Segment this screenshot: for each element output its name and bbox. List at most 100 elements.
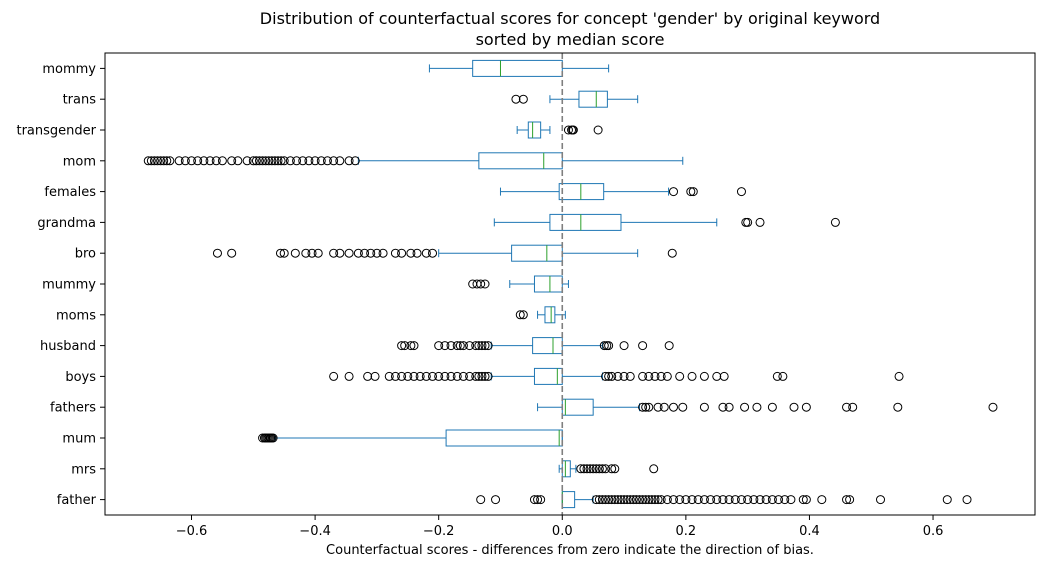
outlier-point	[593, 125, 603, 135]
outlier-point	[273, 156, 283, 166]
outlier-point	[187, 156, 197, 166]
outlier-point	[403, 371, 413, 381]
outlier-point	[434, 341, 444, 351]
outlier-point	[638, 495, 648, 505]
outlier-point	[471, 371, 481, 381]
outlier-point	[304, 156, 314, 166]
outlier-point	[736, 187, 746, 197]
outlier-point	[688, 187, 698, 197]
box	[445, 429, 563, 447]
outlier-point	[285, 156, 295, 166]
box	[533, 367, 563, 385]
outlier-point	[894, 371, 904, 381]
outlier-point	[656, 495, 666, 505]
outlier-point	[604, 495, 614, 505]
box	[532, 337, 563, 355]
outlier-point	[582, 464, 592, 474]
chart-subtitle: sorted by median score	[476, 30, 665, 49]
box	[544, 306, 556, 324]
outlier-point	[400, 341, 410, 351]
outlier-point	[597, 495, 607, 505]
outlier-point	[254, 156, 264, 166]
outlier-point	[798, 495, 808, 505]
outlier-point	[942, 495, 952, 505]
outlier-point	[227, 248, 237, 258]
outlier-point	[412, 248, 422, 258]
outlier-point	[659, 402, 669, 412]
outlier-point	[699, 495, 709, 505]
outlier-point	[211, 156, 221, 166]
outlier-point	[786, 495, 796, 505]
outlier-point	[647, 495, 657, 505]
outlier-point	[310, 156, 320, 166]
outlier-point	[258, 156, 268, 166]
outlier-point	[452, 371, 462, 381]
outlier-point	[344, 371, 354, 381]
outlier-point	[743, 495, 753, 505]
outlier-point	[743, 217, 753, 227]
outlier-point	[372, 248, 382, 258]
outlier-point	[476, 279, 486, 289]
outlier-point	[434, 371, 444, 381]
outlier-point	[962, 495, 972, 505]
outlier-point	[601, 464, 611, 474]
outlier-point	[678, 402, 688, 412]
outlier-point	[619, 371, 629, 381]
outlier-point	[205, 156, 215, 166]
outlier-point	[251, 156, 261, 166]
outlier-point	[329, 371, 339, 381]
outlier-point	[613, 371, 623, 381]
outlier-point	[635, 495, 645, 505]
outlier-point	[480, 279, 490, 289]
y-tick-label: mom	[63, 154, 96, 169]
plot-frame	[104, 52, 1036, 516]
outlier-point	[662, 495, 672, 505]
outlier-point	[591, 464, 601, 474]
outlier-point	[613, 495, 623, 505]
outlier-point	[625, 495, 635, 505]
outlier-point	[718, 495, 728, 505]
outlier-point	[409, 371, 419, 381]
box	[533, 275, 563, 293]
outlier-point	[529, 495, 539, 505]
outlier-point	[616, 495, 626, 505]
outlier-point	[491, 495, 501, 505]
outlier-point	[344, 248, 354, 258]
outlier-point	[390, 371, 400, 381]
outlier-point	[156, 156, 166, 166]
x-tick-label: −0.4	[299, 524, 331, 539]
outlier-point	[212, 248, 222, 258]
outlier-point	[767, 402, 777, 412]
y-tick-label: transgender	[16, 124, 96, 139]
outlier-point	[599, 341, 609, 351]
outlier-point	[693, 495, 703, 505]
outlier-point	[988, 402, 998, 412]
outlier-point	[533, 495, 543, 505]
outlier-point	[162, 156, 172, 166]
outlier-point	[641, 402, 651, 412]
outlier-point	[217, 156, 227, 166]
outlier-point	[471, 341, 481, 351]
box	[561, 460, 571, 478]
outlier-point	[415, 371, 425, 381]
y-tick-label: mommy	[42, 62, 96, 77]
outlier-point	[397, 248, 407, 258]
outlier-point	[755, 495, 765, 505]
outlier-point	[397, 371, 407, 381]
outlier-point	[275, 248, 285, 258]
x-tick-label: 0.2	[676, 524, 697, 539]
outlier-point	[322, 156, 332, 166]
outlier-point	[649, 464, 659, 474]
x-tick-label: 0.6	[923, 524, 944, 539]
outlier-point	[536, 495, 546, 505]
outlier-point	[610, 495, 620, 505]
outlier-point	[159, 156, 169, 166]
outlier-point	[199, 156, 209, 166]
outlier-point	[845, 495, 855, 505]
outlier-point	[644, 495, 654, 505]
box	[561, 491, 576, 509]
outlier-point	[292, 156, 302, 166]
outlier-point	[607, 495, 617, 505]
outlier-point	[631, 495, 641, 505]
